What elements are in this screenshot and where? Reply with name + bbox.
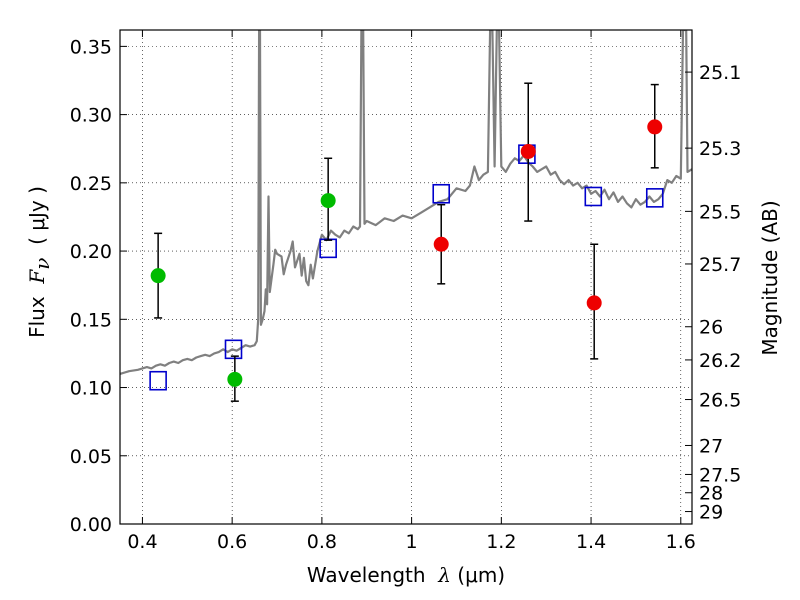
x-tick-label: 0.8 [307, 531, 337, 553]
x-tick-label: 1 [406, 531, 418, 553]
model-photometry-square [645, 188, 664, 208]
observed-data-point [320, 193, 336, 209]
x-tick-label: 0.6 [217, 531, 247, 553]
y2-tick-label: 28 [699, 483, 723, 505]
x-axis-label: Wavelength λ (μm) [307, 563, 505, 587]
plot-area [120, 30, 692, 402]
observed-data-point [150, 268, 166, 284]
y2-tick-label: 26.2 [699, 350, 741, 372]
observed-data-point [433, 236, 449, 252]
model-photometry-square [432, 183, 451, 204]
y2-tick-label: 25.1 [699, 62, 741, 84]
y-tick-label: 0.05 [70, 446, 112, 468]
observed-data-point [647, 119, 663, 135]
y2-tick-label: 27 [699, 435, 723, 457]
y-tick-label: 0.30 [70, 105, 112, 127]
model-photometry-square [584, 186, 603, 207]
y2-tick-label: 29 [699, 502, 723, 524]
y2-axis-label: Magnitude (AB) [758, 200, 782, 355]
y2-tick-label: 26 [699, 317, 723, 339]
y-tick-label: 0.20 [70, 241, 112, 263]
y2-tick-label: 25.5 [699, 201, 741, 223]
x-tick-label: 1.2 [486, 531, 516, 553]
y2-tick-label: 25.7 [699, 254, 741, 276]
y-tick-label: 0.00 [70, 514, 112, 536]
y-tick-label: 0.15 [70, 309, 112, 331]
y-tick-label: 0.25 [70, 173, 112, 195]
x-tick-label: 0.4 [127, 531, 157, 553]
plot-frame [119, 29, 693, 525]
model-photometry-square [224, 339, 243, 360]
y2-tick-label: 26.5 [699, 390, 741, 412]
y2-tick-label: 25.3 [699, 138, 741, 160]
y2-tick-label: 27.5 [699, 464, 741, 486]
axes: 0.4 0.6 0.8 1 1.2 1.4 1.6 0.00 0.05 0.10 0.15 0.20 0… [70, 30, 741, 553]
observed-data-point [586, 295, 602, 311]
observed-data-point [227, 371, 243, 387]
model-spectrum-line [120, 30, 692, 375]
y-axis-label: Flux Fν ( μJy ) [25, 186, 54, 338]
x-tick-label: 1.6 [666, 531, 696, 553]
y-tick-label: 0.35 [70, 36, 112, 58]
x-tick-label: 1.4 [576, 531, 606, 553]
model-photometry-square [149, 370, 167, 391]
y-tick-label: 0.10 [70, 378, 112, 400]
observed-data-point [520, 143, 536, 159]
